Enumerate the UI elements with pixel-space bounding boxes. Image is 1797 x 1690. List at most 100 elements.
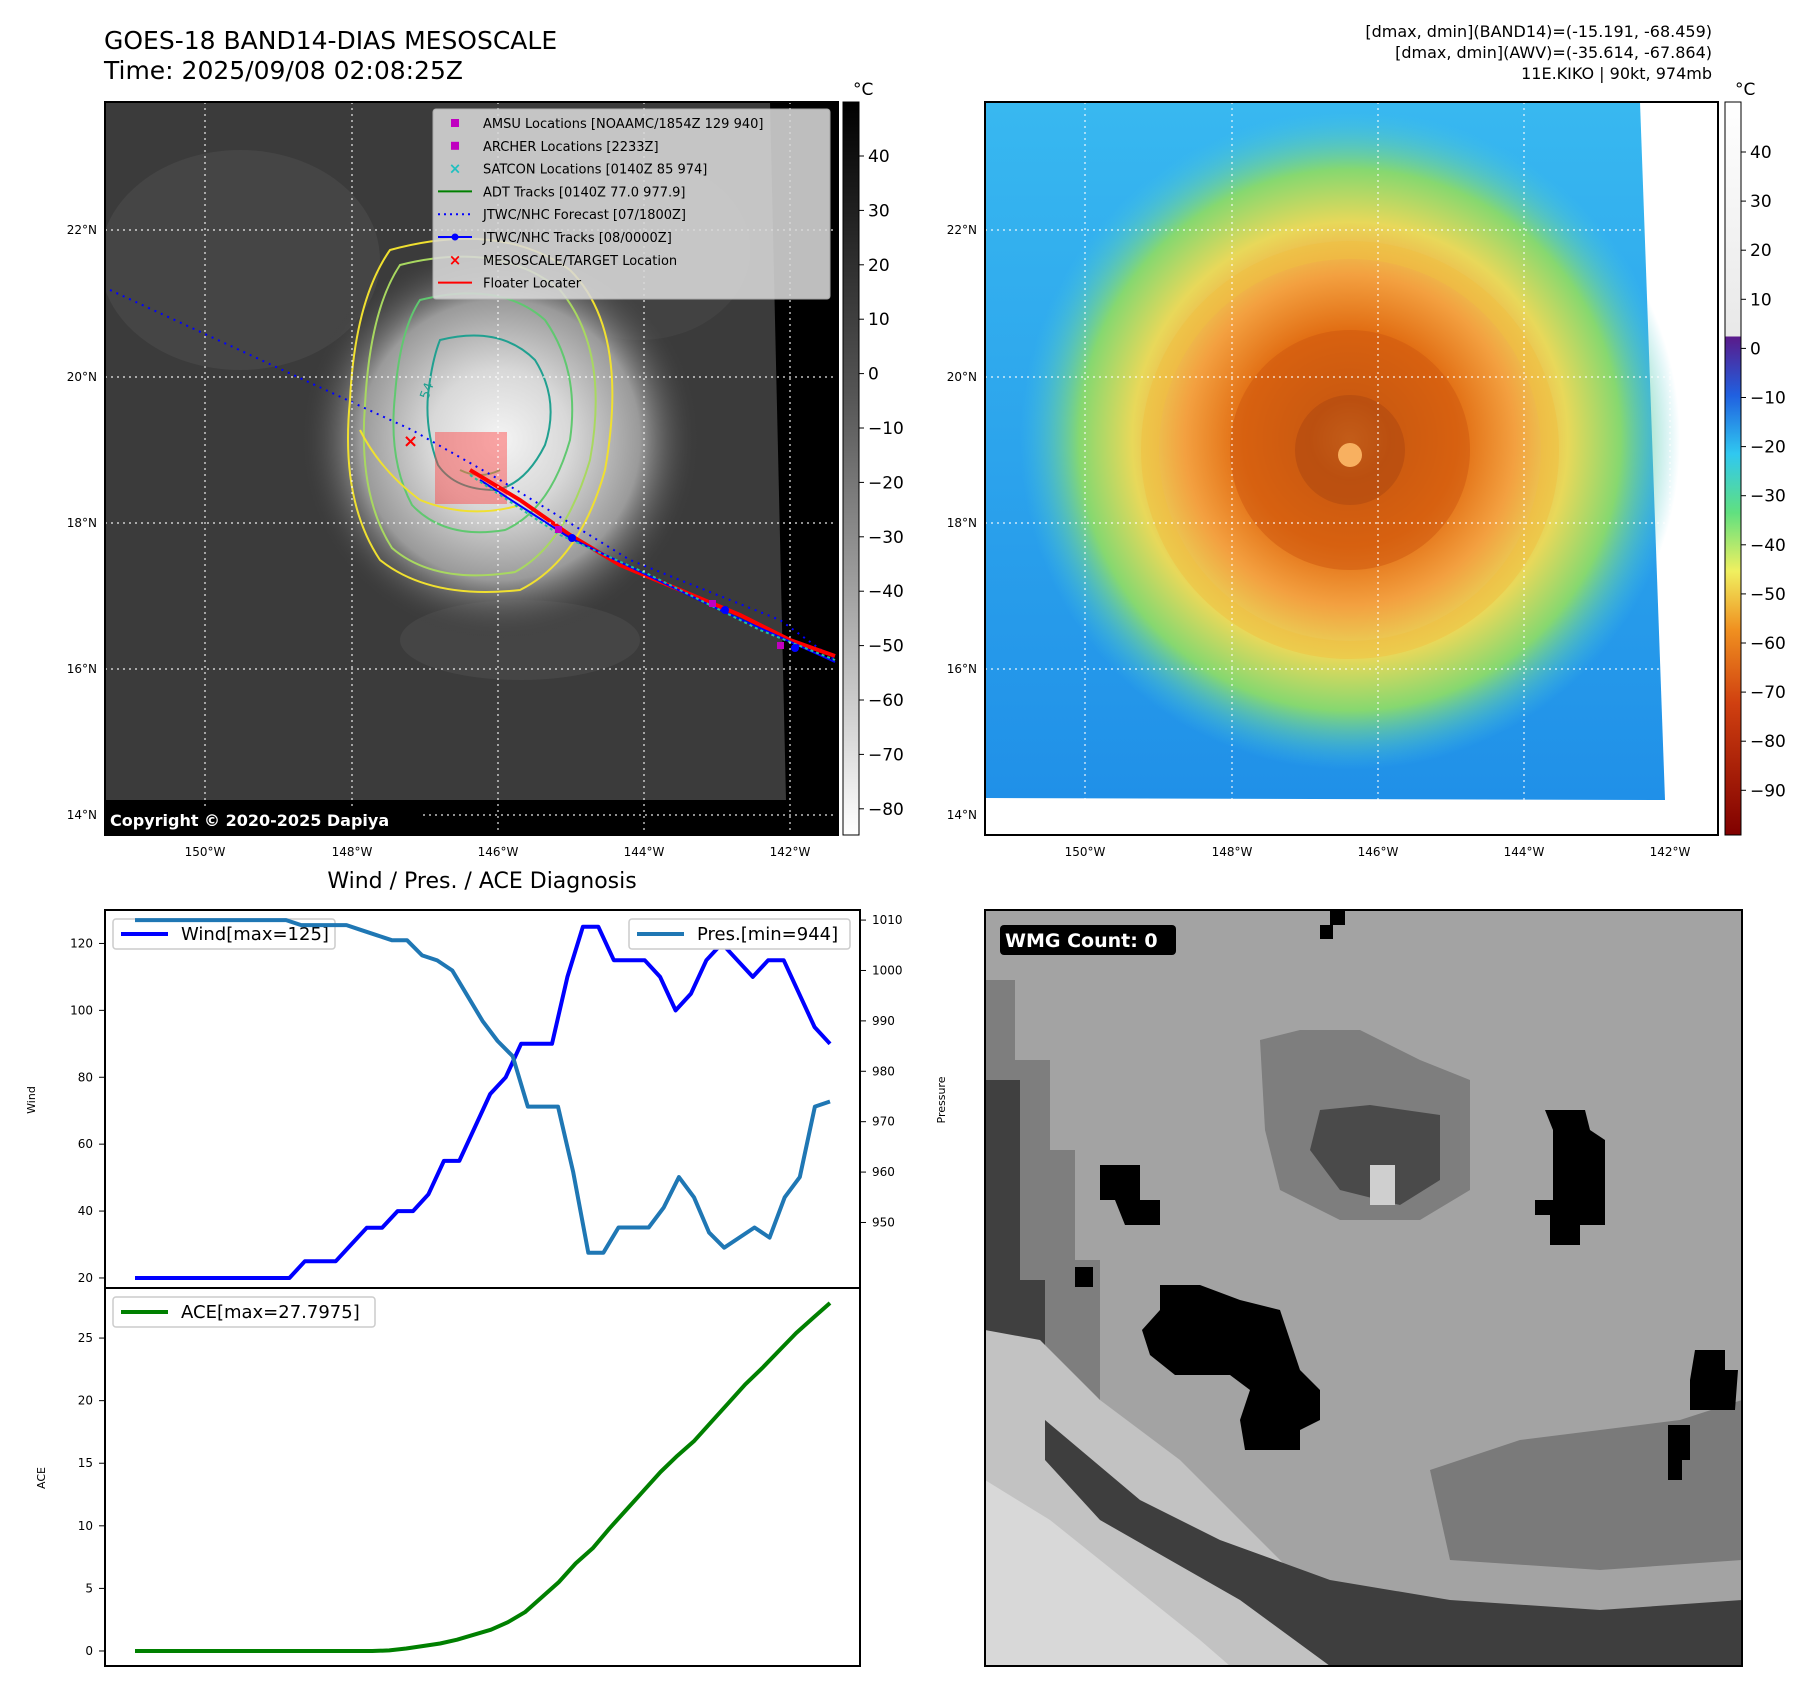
right-colorbar: °C 40 30 20 10 0 −10 −20 −30 −40 −50 −60 −70 −80 −90 <box>1724 80 1786 836</box>
left-lon-label-0: 150°W <box>185 845 226 859</box>
wp-y2tick-label-1: 960 <box>872 1165 895 1179</box>
left-cb-label-12: −80 <box>868 800 904 820</box>
legend-label-7: Floater Locater <box>483 277 582 292</box>
left-lat-label-1: 20°N <box>67 370 97 384</box>
legend-label-6: MESOSCALE/TARGET Location <box>483 254 677 269</box>
left-cb-label-2: 20 <box>868 256 890 276</box>
figure-title: GOES-18 BAND14-DIAS MESOSCALE <box>104 26 558 55</box>
left-lon-label-2: 146°W <box>478 845 519 859</box>
contour-label: 54 <box>418 381 438 402</box>
left-cb-label-10: −60 <box>868 691 904 711</box>
right-cb-label-13: −90 <box>1750 781 1786 801</box>
ace-ytick-label-4: 20 <box>78 1394 93 1408</box>
left-cb-label-0: 40 <box>868 147 890 167</box>
wp-series-1 <box>135 918 831 1255</box>
wp-ytick-label-3: 80 <box>78 1070 93 1084</box>
left-lon-label-1: 148°W <box>332 845 373 859</box>
wind-axis-label: Wind <box>25 1086 38 1114</box>
right-cb-label-10: −60 <box>1750 634 1786 654</box>
legend-label-2: SATCON Locations [0140Z 85 974] <box>483 163 707 178</box>
left-cb-label-6: −20 <box>868 473 904 493</box>
legend-marker-1 <box>451 141 459 150</box>
ace-series-0 <box>135 1301 832 1653</box>
left-lon-labels: 150°W 148°W 146°W 144°W 142°W <box>185 845 811 859</box>
left-cb-label-8: −40 <box>868 582 904 602</box>
ace-legend-label-0: ACE[max=27.7975] <box>181 1302 360 1323</box>
legend-label-3: ADT Tracks [0140Z 77.0 977.9] <box>483 185 685 200</box>
left-colorbar: °C 40 30 20 10 0 −10 −20 −30 −40 −50 −60 −70 −80 <box>842 80 904 836</box>
right-lon-label-3: 144°W <box>1504 845 1545 859</box>
wp-series-0 <box>135 924 832 1280</box>
ace-ytick-label-5: 25 <box>78 1331 93 1345</box>
right-lon-label-4: 142°W <box>1650 845 1691 859</box>
left-cb-label-1: 30 <box>868 201 890 221</box>
right-cb-label-3: 10 <box>1750 290 1772 310</box>
stats-band14: [dmax, dmin](BAND14)=(-15.191, -68.459) <box>1365 22 1712 41</box>
wp-y2tick-label-3: 980 <box>872 1064 895 1078</box>
wmg-panel <box>984 909 1743 1667</box>
right-lat-label-1: 20°N <box>947 370 977 384</box>
right-lon-label-0: 150°W <box>1065 845 1106 859</box>
right-lon-labels: 150°W 148°W 146°W 144°W 142°W <box>1065 845 1691 859</box>
right-cb-label-6: −20 <box>1750 438 1786 458</box>
map-legend: AMSU Locations [NOAAMC/1854Z 129 940] ARC… <box>432 108 831 300</box>
figure-time: Time: 2025/09/08 02:08:25Z <box>104 56 463 85</box>
ace-ytick-label-2: 10 <box>78 1519 93 1533</box>
ace-ytick-label-3: 15 <box>78 1456 93 1470</box>
wp-ytick-label-4: 100 <box>70 1003 93 1017</box>
right-colorbar-unit: °C <box>1735 80 1755 100</box>
right-cb-label-12: −80 <box>1750 732 1786 752</box>
ace-ytick-label-1: 5 <box>85 1581 93 1595</box>
left-lon-label-3: 144°W <box>624 845 665 859</box>
left-cb-label-9: −50 <box>868 637 904 657</box>
right-cb-label-7: −30 <box>1750 487 1786 507</box>
right-cb-label-4: 0 <box>1750 339 1761 359</box>
right-cb-label-1: 30 <box>1750 192 1772 212</box>
pressure-axis-label: Pressure <box>935 1076 948 1123</box>
wp-ytick-label-2: 60 <box>78 1137 93 1151</box>
legend-dot-5 <box>451 233 459 241</box>
wp-ytick-label-5: 120 <box>70 936 93 950</box>
right-cb-label-8: −40 <box>1750 536 1786 556</box>
ace-chart: 0 5 10 15 20 25 ACE[max=27.7975] <box>78 1287 861 1667</box>
wp-y2tick-label-5: 1000 <box>872 963 903 977</box>
wp-y2tick-label-4: 990 <box>872 1014 895 1028</box>
left-cb-label-5: −10 <box>868 419 904 439</box>
wp-y2tick-label-6: 1010 <box>872 913 903 927</box>
right-cb-label-5: −10 <box>1750 389 1786 409</box>
ace-ytick-label-0: 0 <box>85 1644 93 1658</box>
right-lat-label-0: 22°N <box>947 223 977 237</box>
wmg-count-label: WMG Count: 0 <box>1005 930 1158 952</box>
left-lon-label-4: 142°W <box>770 845 811 859</box>
right-cb-label-2: 20 <box>1750 241 1772 261</box>
legend-label-1: ARCHER Locations [2233Z] <box>483 140 659 155</box>
diagnosis-title: Wind / Pres. / ACE Diagnosis <box>327 869 636 894</box>
wp-legend-box-1 <box>628 918 851 950</box>
right-lat-label-2: 18°N <box>947 516 977 530</box>
ace-legend-box-0 <box>112 1296 376 1328</box>
right-lon-label-2: 146°W <box>1358 845 1399 859</box>
left-cb-label-3: 10 <box>868 310 890 330</box>
left-lat-label-4: 14°N <box>67 808 97 822</box>
right-cb-label-9: −50 <box>1750 585 1786 605</box>
left-cb-label-7: −30 <box>868 528 904 548</box>
wp-ytick-label-1: 40 <box>78 1204 93 1218</box>
svg-text:×: × <box>403 431 418 452</box>
wp-y2tick-label-2: 970 <box>872 1115 895 1129</box>
legend-label-0: AMSU Locations [NOAAMC/1854Z 129 940] <box>483 117 763 132</box>
legend-marker-2: × <box>449 160 462 178</box>
left-lat-label-3: 16°N <box>67 662 97 676</box>
right-lat-labels: 22°N 20°N 18°N 16°N 14°N <box>947 223 977 822</box>
legend-label-5: JTWC/NHC Tracks [08/0000Z] <box>482 231 672 246</box>
left-lat-label-0: 22°N <box>67 223 97 237</box>
left-lat-label-2: 18°N <box>67 516 97 530</box>
right-cb-label-0: 40 <box>1750 143 1772 163</box>
legend-label-4: JTWC/NHC Forecast [07/1800Z] <box>482 208 686 223</box>
copyright-text: Copyright © 2020-2025 Dapiya <box>110 811 389 830</box>
stats-storm: 11E.KIKO | 90kt, 974mb <box>1521 64 1712 83</box>
right-lat-label-4: 14°N <box>947 808 977 822</box>
wind-pressure-chart: 20 40 60 80 100 120 950 960 970 980 990 1000 1010 Win… <box>70 909 903 1289</box>
wp-y2tick-label-0: 950 <box>872 1215 895 1229</box>
stats-awv: [dmax, dmin](AWV)=(-35.614, -67.864) <box>1395 43 1712 62</box>
